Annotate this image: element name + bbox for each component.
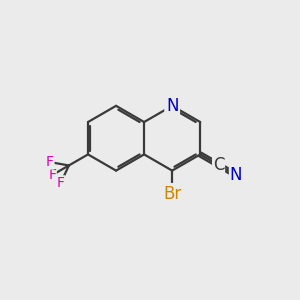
Text: F: F [48,168,56,182]
Text: F: F [46,155,54,169]
Text: C: C [213,156,224,174]
Text: N: N [166,97,178,115]
Text: Br: Br [163,184,181,202]
Text: F: F [57,176,65,190]
Text: N: N [230,166,242,184]
